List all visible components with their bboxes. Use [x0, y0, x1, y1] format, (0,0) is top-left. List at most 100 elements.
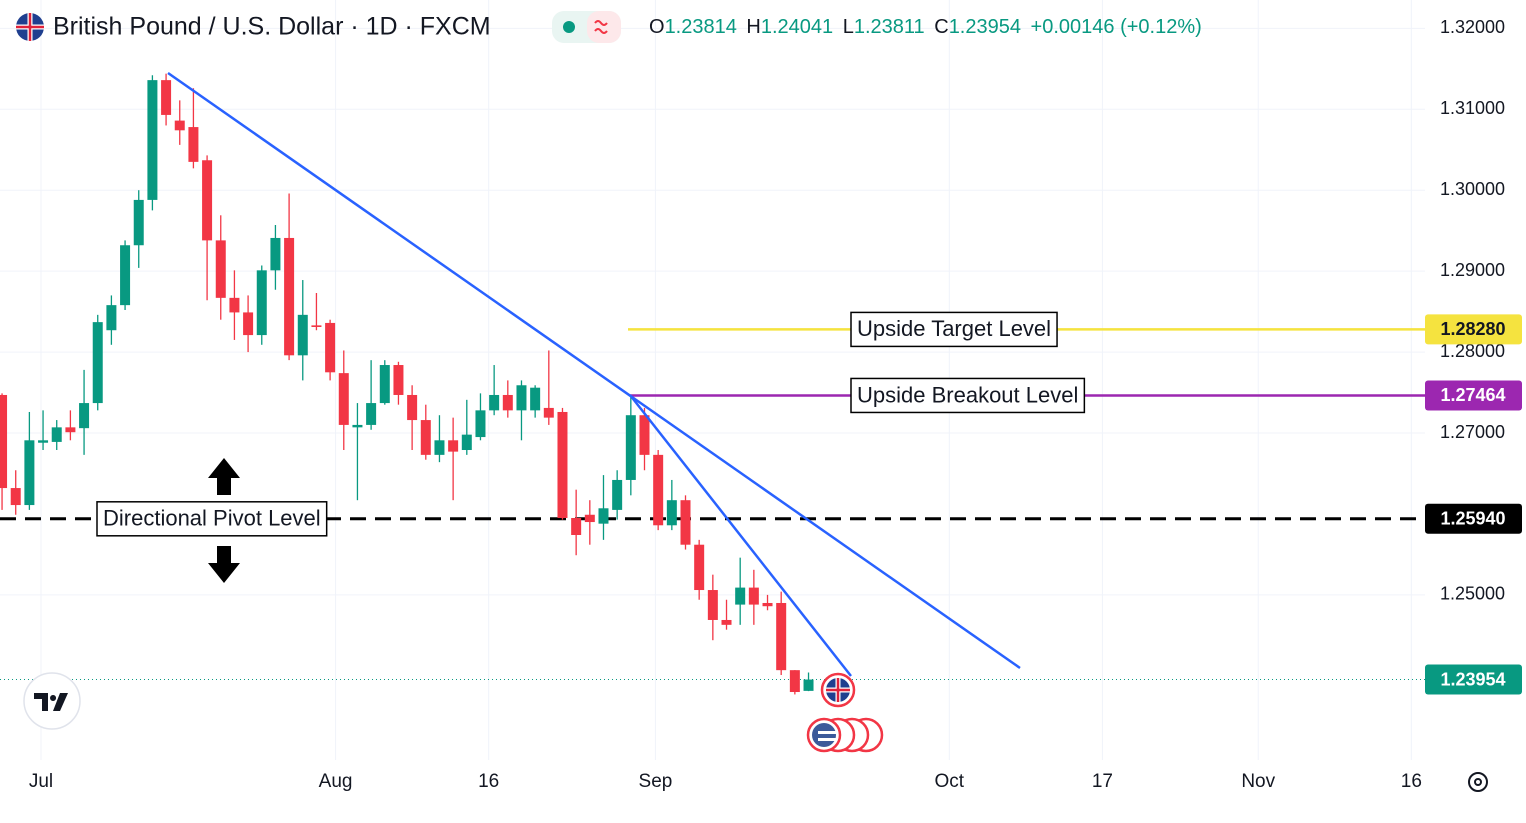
candle-body: [325, 322, 336, 373]
candle-body: [24, 440, 35, 506]
candle-body: [557, 411, 568, 518]
candle-body: [79, 403, 90, 429]
candle-body: [516, 385, 527, 411]
y-tick-label: 1.30000: [1440, 179, 1505, 199]
ohlc-label: L: [843, 16, 854, 38]
level-box: [850, 377, 1086, 414]
candle-body: [393, 365, 404, 395]
candle-body: [803, 679, 814, 691]
candle-body: [625, 415, 636, 480]
candle-body: [270, 237, 281, 271]
candle-body: [338, 373, 349, 425]
delay-icon: [594, 20, 608, 34]
y-tick-label: 1.29000: [1440, 260, 1505, 280]
price-tag-label: 1.27464: [1440, 385, 1505, 405]
flag-stripe: [818, 731, 836, 734]
y-tick-label: 1.27000: [1440, 422, 1505, 442]
change: +0.00146 (+0.12%): [1031, 16, 1202, 38]
status-pill-half: [587, 11, 621, 43]
price-tag-label: 1.23954: [1440, 669, 1505, 689]
candle-body: [653, 454, 664, 526]
logo: [23, 672, 81, 730]
candle-body: [502, 394, 513, 411]
x-tick-label: Aug: [319, 771, 353, 792]
candle-body: [0, 394, 8, 489]
candle-body: [10, 488, 21, 506]
candle-body: [366, 403, 377, 425]
level-name: Directional Pivot Level: [103, 506, 321, 531]
candle-body: [133, 199, 144, 246]
ohlc-value: 1.23811: [854, 16, 925, 38]
candle-body: [379, 365, 390, 404]
candle-body: [51, 427, 62, 442]
chart-title: British Pound / U.S. Dollar · 1D · FXCM: [53, 13, 491, 41]
y-tick-label: 1.32000: [1440, 17, 1505, 37]
x-tick-label: 17: [1092, 771, 1113, 792]
market-open-dot: [563, 21, 575, 33]
axes: 1.25000 1.27000 1.28000 1.29000 1.30000 1.310…: [29, 17, 1522, 792]
candle-body: [639, 415, 650, 455]
y-tick-label: 1.28000: [1440, 341, 1505, 361]
settings-icon[interactable]: [1468, 772, 1488, 792]
ohlc-label: C: [934, 16, 948, 38]
candle-body: [65, 427, 76, 433]
candle-body: [721, 619, 732, 625]
candle-body: [571, 517, 582, 535]
event-icons: [806, 672, 884, 753]
logo-mark: [34, 693, 68, 711]
level-box: [96, 501, 328, 537]
trend-line: [629, 394, 852, 677]
candle-body: [461, 434, 472, 451]
candle-body: [762, 602, 773, 607]
flag-cross: [16, 13, 44, 41]
candle-body: [543, 407, 554, 418]
candle-body: [256, 270, 267, 336]
candle-body: [407, 394, 418, 421]
candle-body: [215, 240, 226, 298]
x-tick-label: 16: [478, 771, 499, 792]
candle-body: [612, 479, 623, 510]
candle-body: [284, 237, 295, 356]
candle-body: [584, 514, 595, 523]
price-tag: [1425, 503, 1522, 534]
candle-body: [707, 590, 718, 620]
x-tick-label: Oct: [935, 771, 965, 792]
ohlc-label: H: [746, 16, 760, 38]
candle-body: [420, 420, 431, 455]
candle-body: [106, 305, 117, 331]
candle-body: [434, 440, 445, 455]
level-boxes: Upside Target Level Upside Breakout Level…: [96, 311, 1086, 537]
ohlc-value: 1.23954: [949, 16, 1021, 38]
candle-body: [530, 387, 541, 411]
candle-body: [38, 440, 49, 443]
price-tag-label: 1.25940: [1440, 509, 1505, 529]
candle-body: [243, 312, 254, 336]
x-tick-label: Jul: [29, 771, 53, 792]
candle-body: [748, 587, 759, 605]
candle-body: [202, 160, 213, 241]
down-arrow: [208, 546, 240, 583]
candle-body: [666, 500, 677, 526]
up-arrow: [208, 458, 240, 495]
settings-icon-center: [1474, 778, 1482, 786]
ohlc-label: O: [649, 16, 665, 38]
candle-body: [174, 120, 185, 131]
candle-body: [161, 80, 172, 115]
candle-body: [147, 80, 158, 200]
trend-line: [167, 71, 1021, 670]
price-tag: [1425, 314, 1522, 345]
candle-body: [735, 587, 746, 605]
candle-body: [229, 297, 240, 313]
candle-body: [311, 325, 322, 327]
candle-body: [475, 410, 486, 438]
x-tick-label: Nov: [1241, 771, 1275, 792]
level-name: Upside Breakout Level: [857, 382, 1078, 407]
price-tag: [1425, 664, 1522, 695]
candles: [0, 73, 814, 695]
level-name: Upside Target Level: [857, 316, 1051, 341]
candle-body: [598, 508, 609, 524]
candle-body: [120, 245, 131, 306]
candle-body: [694, 544, 705, 591]
